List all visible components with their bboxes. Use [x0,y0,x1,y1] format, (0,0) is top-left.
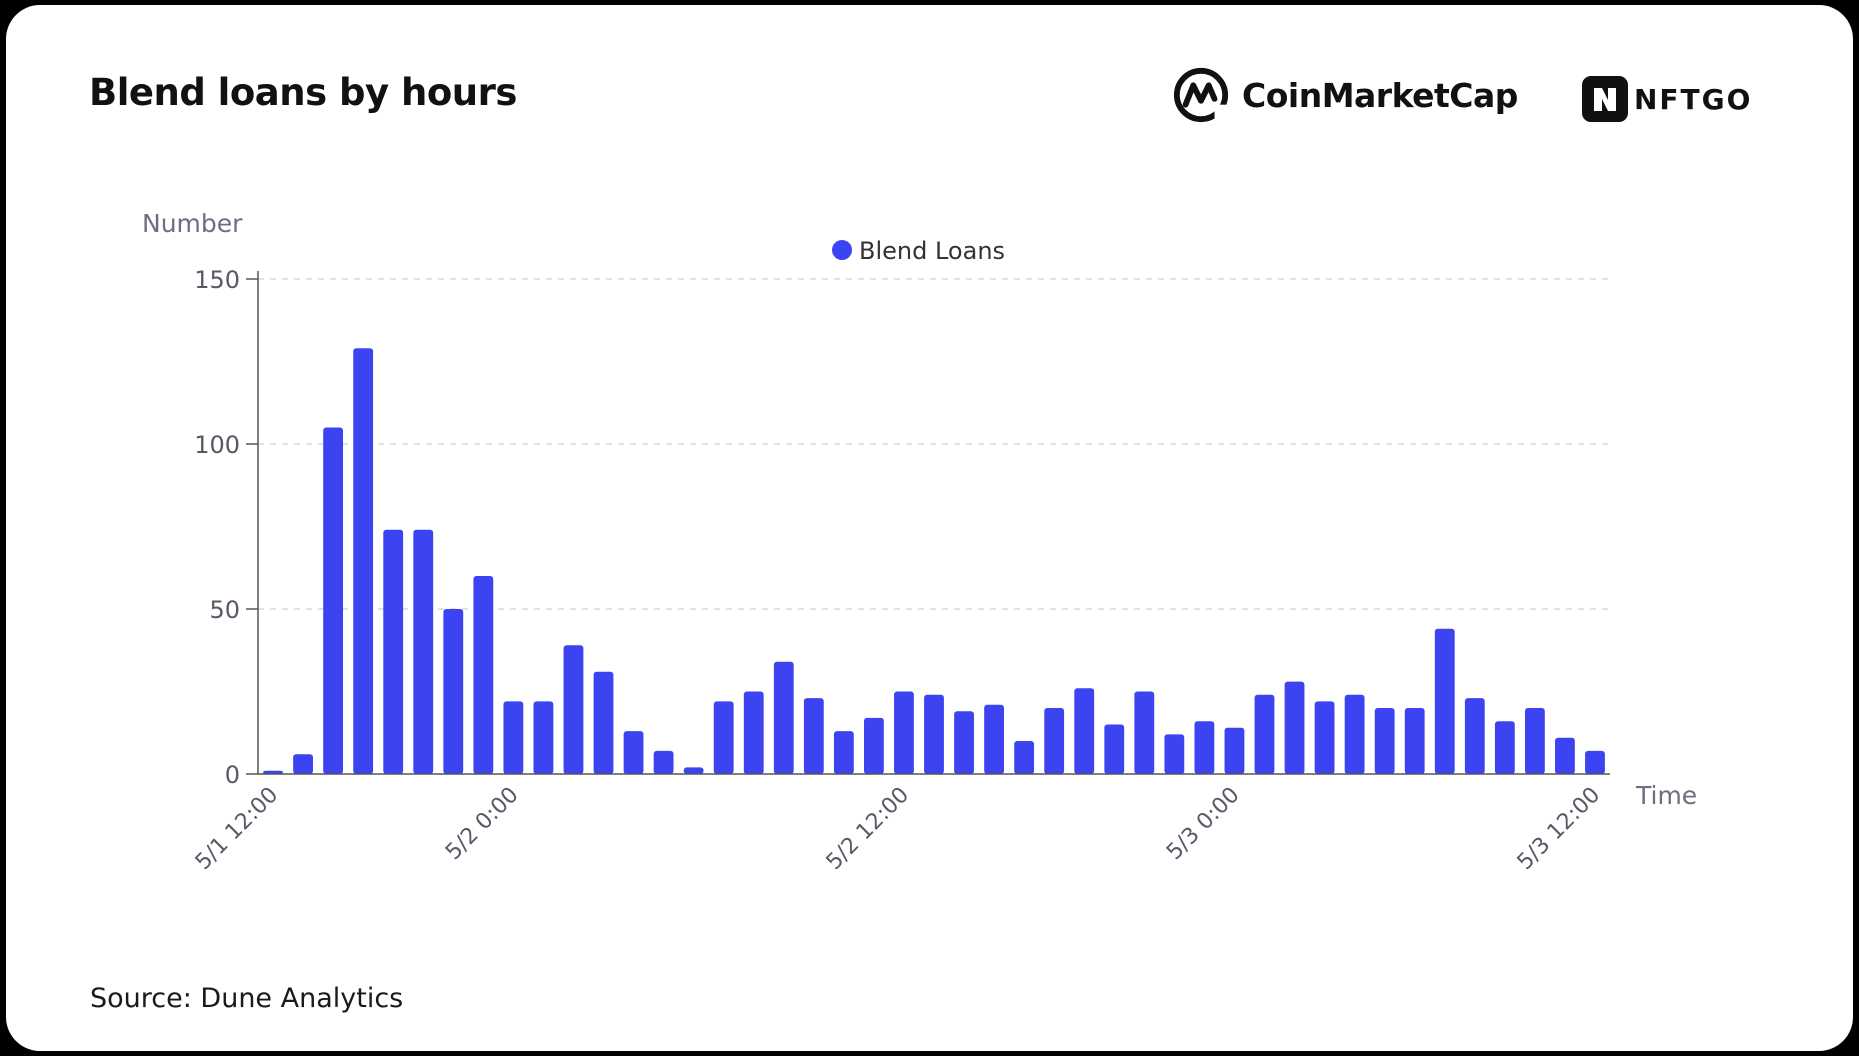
bar [1524,708,1545,774]
bar [1014,741,1035,774]
y-tick-label: 150 [194,266,240,294]
bar [1555,737,1575,774]
bar [413,529,434,774]
nftgo-logo: NFTGO [1582,75,1752,123]
bar [1134,691,1155,774]
bar [1104,724,1125,774]
bar [323,427,344,774]
bar [1585,750,1605,774]
coinmarketcap-wordmark: CoinMarketCap [1242,75,1518,115]
bar [593,671,614,774]
bar [1344,694,1365,774]
x-tick-label: 5/3 0:00 [1162,783,1245,866]
bar [1494,721,1515,774]
bar [1044,708,1065,774]
bar [743,691,764,774]
bar [443,609,464,774]
x-tick-label: 5/1 12:00 [191,783,283,875]
coinmarketcap-logo: CoinMarketCap [1172,63,1518,127]
x-tick-label: 5/3 12:00 [1513,783,1605,875]
y-axis-title: Number [142,209,243,238]
bar [1254,694,1275,774]
bar [623,731,644,774]
bar [954,711,974,774]
bar [1374,708,1395,774]
chart-title: Blend loans by hours [89,71,517,114]
bar [1284,681,1305,774]
bar [1434,628,1455,774]
bar [833,731,854,774]
bar [773,661,794,774]
y-tick-label: 50 [209,596,240,624]
bar [1164,734,1185,774]
y-tick-label: 100 [194,431,240,459]
bar [683,767,704,774]
bar [1224,727,1245,774]
bar [894,691,914,774]
bar [1404,708,1425,774]
bar [1194,721,1215,774]
chart-card: Blend loans by hours CoinMarketCap NFTGO… [6,5,1853,1051]
bar [1074,688,1095,774]
x-tick-label: 5/2 12:00 [822,783,914,875]
nftgo-icon [1582,76,1628,122]
bar [1314,701,1335,774]
coinmarketcap-icon [1173,67,1230,124]
bar [563,645,584,774]
bar [383,529,404,774]
x-tick-label: 5/2 0:00 [441,783,524,866]
bar [984,704,1005,774]
bar [803,698,824,774]
x-axis-title: Time [1635,781,1697,810]
y-tick-label: 0 [225,761,240,789]
bar [653,750,674,774]
bar [924,694,944,774]
nftgo-wordmark: NFTGO [1634,82,1753,116]
bar [863,717,884,774]
bar [263,770,283,774]
bar [473,576,494,774]
bar [1464,698,1485,774]
bar [503,701,524,774]
bar [353,348,374,774]
bar [713,701,734,774]
legend-marker [832,240,852,260]
bar [293,754,313,774]
bar-chart: 0 50 100 150 5/1 12:00 5/2 0:00 5/2 12:00 5/3 0… [142,209,1697,875]
source-note: Source: Dune Analytics [90,983,404,1014]
bar [533,701,554,774]
legend-label: Blend Loans [859,237,1005,265]
